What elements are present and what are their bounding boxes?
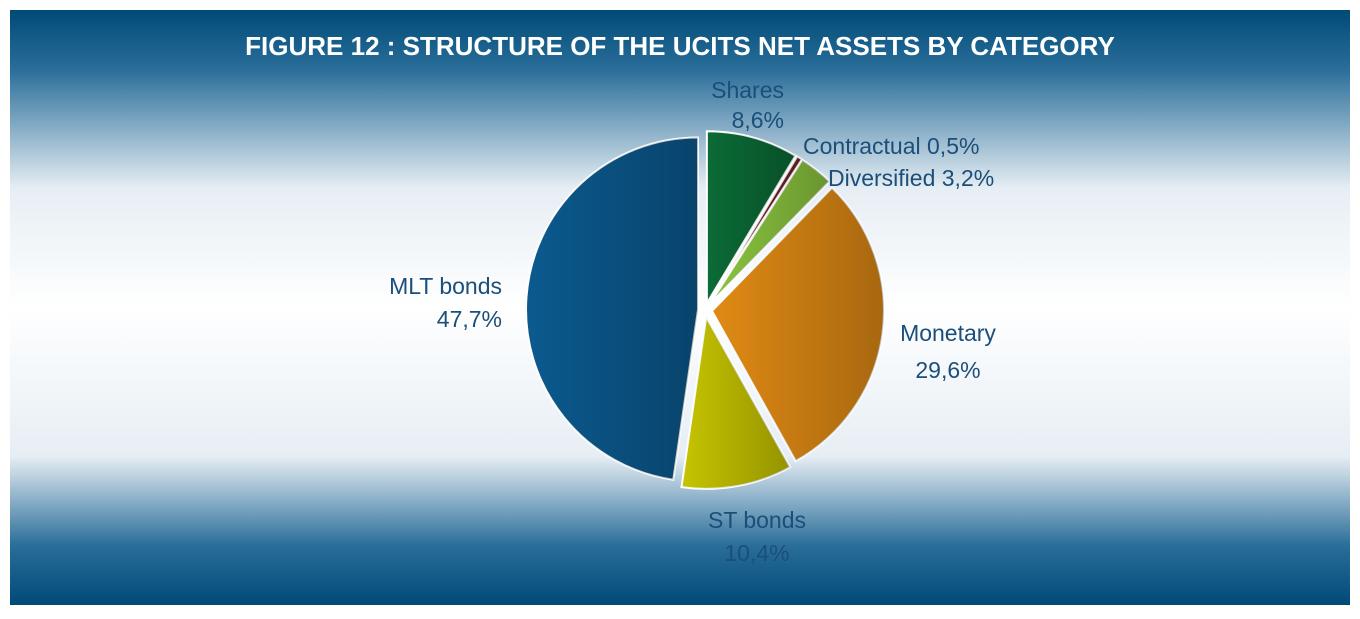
slice-value: 0,5% <box>927 133 979 159</box>
slice-shade <box>526 137 699 480</box>
slice-value: 47,7% <box>437 306 502 332</box>
slice-label: MLT bonds <box>389 273 502 299</box>
slice-shade <box>706 131 796 304</box>
slice-value: 10,4% <box>724 540 789 566</box>
slice-label: Monetary <box>900 320 996 346</box>
slice-label: Diversified <box>828 165 935 191</box>
slice-label-group: Contractual 0,5% <box>803 133 979 159</box>
slice-shade <box>709 159 830 305</box>
slice-label: ST bonds <box>708 507 806 533</box>
slice-label-group: Diversified 3,2% <box>828 165 994 191</box>
chart-title: FIGURE 12 : STRUCTURE OF THE UCITS NET A… <box>245 31 1115 61</box>
slice-value: 29,6% <box>915 357 980 383</box>
slice-label: Contractual <box>803 133 921 159</box>
slice-shade <box>711 187 884 462</box>
slice-shade <box>708 156 802 305</box>
slice-value: 3,2% <box>942 165 994 191</box>
slice-value: 8,6% <box>732 107 784 133</box>
slice-label: Shares <box>711 77 784 103</box>
slice-shade <box>681 316 791 489</box>
